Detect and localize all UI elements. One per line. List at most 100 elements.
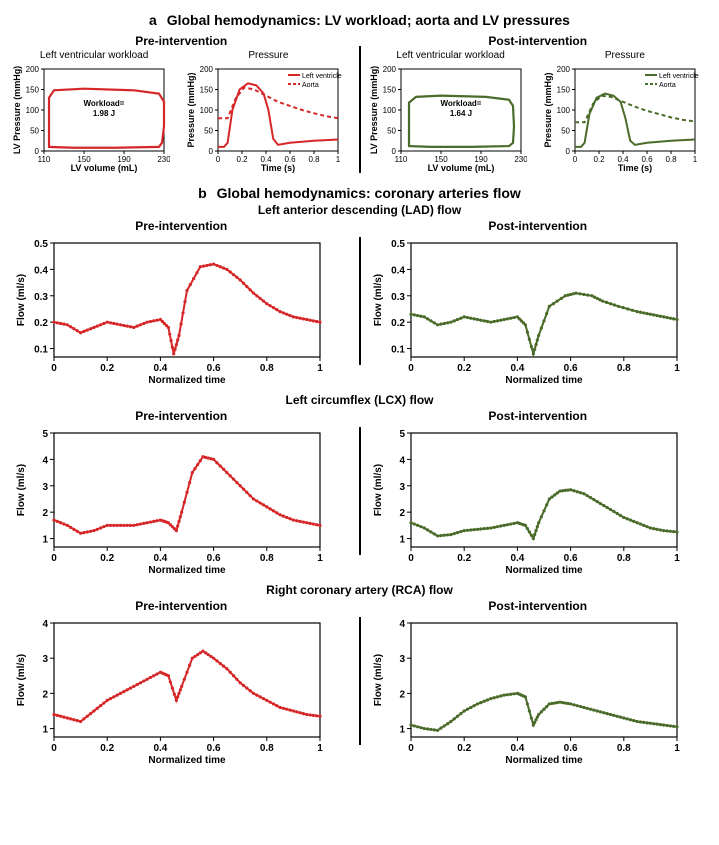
svg-text:0: 0 [209,147,214,156]
svg-text:0.2: 0.2 [100,363,114,374]
svg-text:Aorta: Aorta [302,82,319,89]
svg-text:0.2: 0.2 [457,743,471,754]
svg-text:200: 200 [200,65,214,74]
svg-text:Flow (ml/s): Flow (ml/s) [16,464,27,516]
svg-text:0.6: 0.6 [207,553,221,564]
a-post-workload: Left ventricular workload 11015019023005… [367,50,535,173]
svg-text:0.6: 0.6 [207,743,221,754]
a-post-title: Post-intervention [367,34,710,48]
svg-text:0: 0 [573,155,578,164]
svg-text:LV Pressure (mmHg): LV Pressure (mmHg) [12,66,22,154]
svg-text:Pressure (mmHg): Pressure (mmHg) [186,72,196,147]
svg-text:1: 1 [674,743,680,754]
svg-text:3: 3 [399,482,405,493]
svg-text:Normalized time: Normalized time [148,565,226,575]
a-post-workload-title: Left ventricular workload [367,50,535,61]
section-a: a Global hemodynamics: LV workload; aort… [10,12,709,173]
svg-text:Flow (ml/s): Flow (ml/s) [373,654,384,706]
svg-text:5: 5 [42,429,48,440]
flow-post-chart: 00.20.40.60.8112345Normalized timeFlow (… [367,425,710,575]
svg-text:Time (s): Time (s) [261,163,295,173]
svg-text:Flow (ml/s): Flow (ml/s) [373,464,384,516]
svg-text:0.1: 0.1 [34,345,48,356]
a-post-pressure: Pressure 00.20.40.60.81050100150200Time … [541,50,709,173]
svg-text:5: 5 [399,429,405,440]
svg-text:0.6: 0.6 [563,363,577,374]
a-post-half: Post-intervention Left ventricular workl… [367,34,710,173]
flow-post-title: Post-intervention [367,409,710,423]
svg-text:0.2: 0.2 [457,553,471,564]
svg-text:0.2: 0.2 [100,743,114,754]
flow-pre-title: Pre-intervention [10,409,353,423]
svg-text:2: 2 [42,508,48,519]
a-pre-workload: Left ventricular workload 11015019023005… [10,50,178,173]
svg-text:2: 2 [399,689,405,700]
svg-text:0.2: 0.2 [593,155,605,164]
svg-text:0.4: 0.4 [153,743,167,754]
svg-text:1: 1 [42,725,48,736]
flow-pre: Pre-intervention 00.20.40.60.811234Norma… [10,599,353,765]
flow-pre-chart: 00.20.40.60.811234Normalized timeFlow (m… [10,615,353,765]
svg-text:50: 50 [561,127,570,136]
svg-text:0.2: 0.2 [391,318,405,329]
svg-text:200: 200 [382,65,396,74]
flow-post-title: Post-intervention [367,219,710,233]
svg-text:0.2: 0.2 [100,553,114,564]
flow-chart-group: Left anterior descending (LAD) flow Pre-… [10,203,709,385]
svg-text:0.4: 0.4 [391,265,405,276]
svg-text:0.8: 0.8 [616,743,630,754]
svg-text:0.5: 0.5 [391,239,405,250]
svg-text:3: 3 [399,654,405,665]
svg-text:0.4: 0.4 [153,553,167,564]
divider-b [359,237,361,365]
svg-text:0.8: 0.8 [616,553,630,564]
flow-chart-group: Left circumflex (LCX) flow Pre-intervent… [10,393,709,575]
svg-text:Flow (ml/s): Flow (ml/s) [373,274,384,326]
divider-a [359,46,361,173]
svg-text:1: 1 [399,535,405,546]
section-b: b Global hemodynamics: coronary arteries… [10,185,709,765]
flow-post: Post-intervention 00.20.40.60.810.10.20.… [367,219,710,385]
flow-post-chart: 00.20.40.60.810.10.20.30.40.5Normalized … [367,235,710,385]
svg-text:100: 100 [556,106,570,115]
svg-text:150: 150 [382,86,396,95]
svg-text:0.2: 0.2 [457,363,471,374]
svg-text:Aorta: Aorta [659,82,676,89]
flow-title: Left circumflex (LCX) flow [10,393,709,407]
svg-text:1: 1 [317,363,323,374]
section-letter-a: a [149,12,157,28]
svg-text:0.5: 0.5 [34,239,48,250]
divider-b [359,617,361,745]
svg-text:Flow (ml/s): Flow (ml/s) [16,654,27,706]
svg-text:0: 0 [51,553,57,564]
svg-text:0: 0 [51,743,57,754]
svg-text:LV Pressure (mmHg): LV Pressure (mmHg) [369,66,379,154]
svg-text:50: 50 [30,127,39,136]
svg-text:0.6: 0.6 [207,363,221,374]
section-letter-b: b [198,185,207,201]
svg-text:0.4: 0.4 [510,553,524,564]
svg-text:0.8: 0.8 [309,155,321,164]
svg-text:0.2: 0.2 [34,318,48,329]
a-pre-pressure-title: Pressure [184,50,352,61]
svg-text:100: 100 [200,106,214,115]
svg-text:Left ventricle: Left ventricle [302,73,342,80]
svg-text:150: 150 [556,86,570,95]
flow-pre-chart: 00.20.40.60.810.10.20.30.40.5Normalized … [10,235,353,385]
svg-text:150: 150 [26,86,40,95]
svg-text:1: 1 [317,743,323,754]
svg-text:200: 200 [26,65,40,74]
section-b-title-text: Global hemodynamics: coronary arteries f… [217,185,521,201]
svg-text:50: 50 [387,127,396,136]
svg-text:0: 0 [391,147,396,156]
svg-text:Workload=: Workload= [440,99,481,108]
svg-text:0: 0 [51,363,57,374]
svg-text:Time (s): Time (s) [618,163,652,173]
svg-text:0.3: 0.3 [391,292,405,303]
flow-title: Left anterior descending (LAD) flow [10,203,709,217]
svg-text:3: 3 [42,482,48,493]
svg-text:100: 100 [26,106,40,115]
svg-text:1: 1 [693,155,698,164]
svg-text:Normalized time: Normalized time [505,755,583,765]
svg-text:LV volume (mL): LV volume (mL) [71,163,138,173]
